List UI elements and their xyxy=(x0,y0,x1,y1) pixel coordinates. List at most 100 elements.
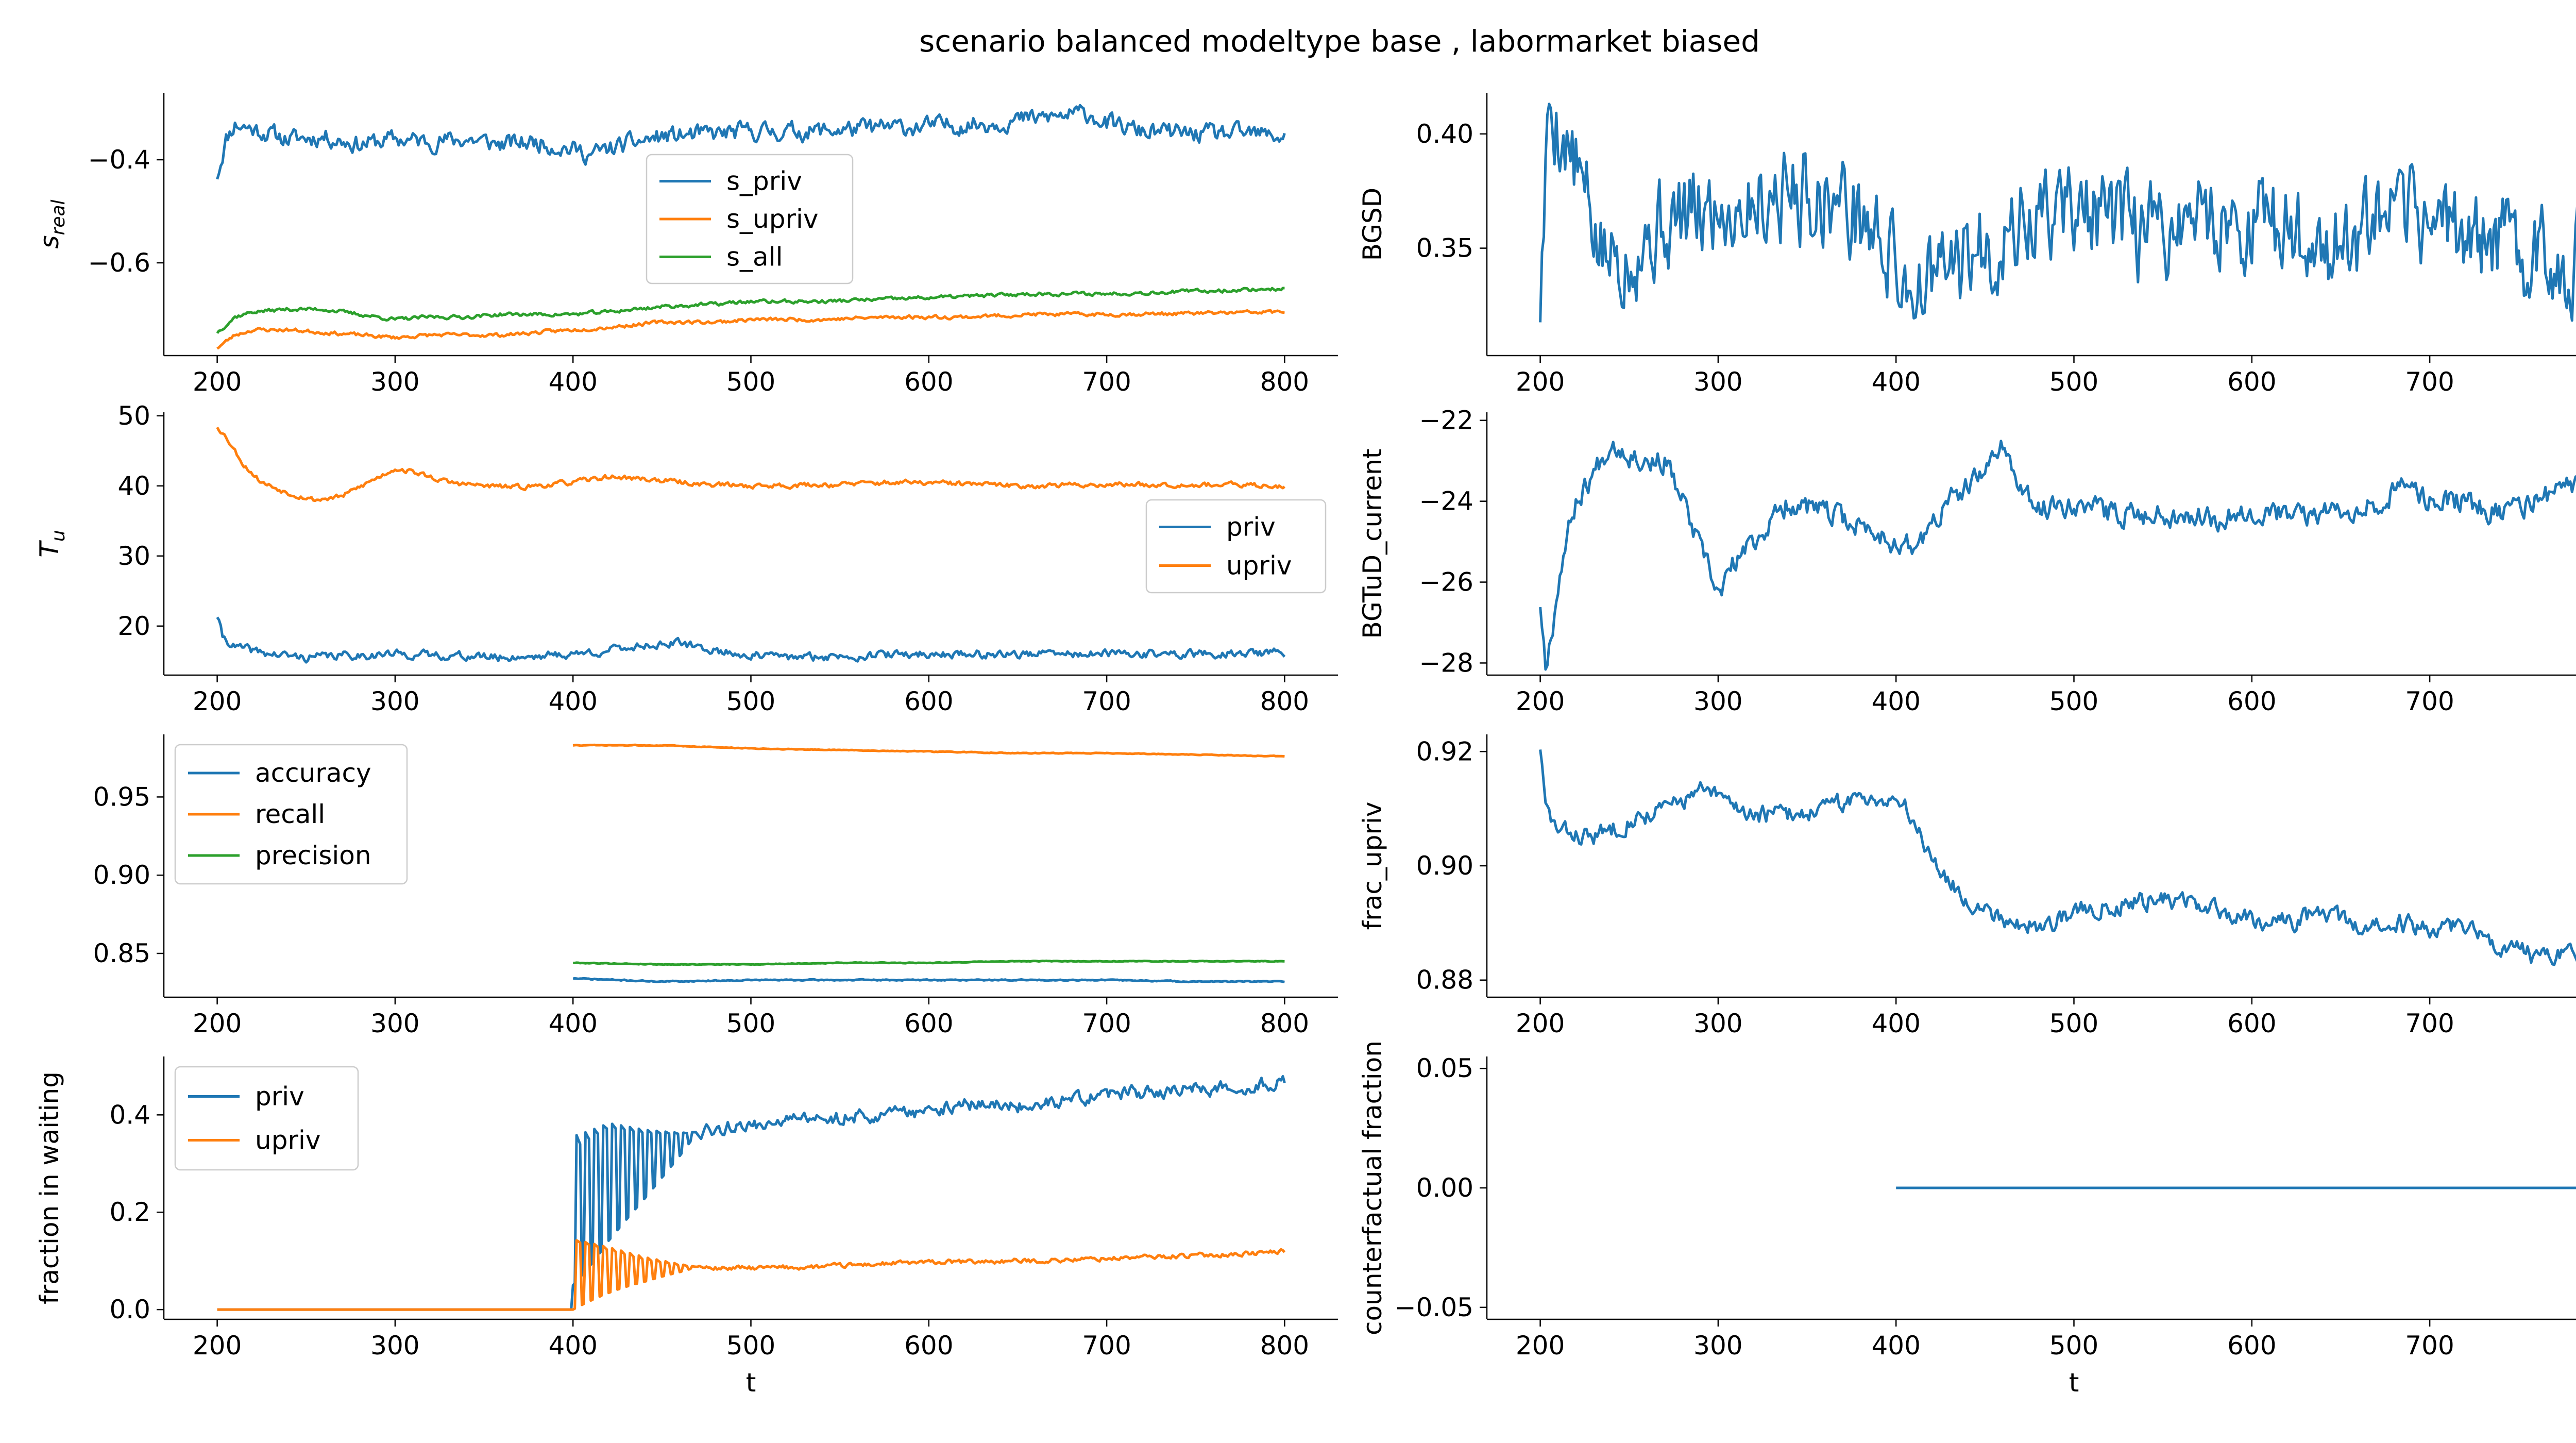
legend-label-upriv: upriv xyxy=(1226,551,1292,581)
series-line-s_all xyxy=(216,287,1285,334)
legend-label-s_all: s_all xyxy=(726,242,783,272)
legend: priv upriv xyxy=(1145,499,1327,594)
subplot-7: 200 300 400 500 600 700 800 0.0 0.2 0.4 fraction i… xyxy=(35,1056,1338,1398)
x-tick-label: 400 xyxy=(1871,367,1920,397)
subplot-1: 200 300 400 500 600 700 800 −0.6 −0.4 sreal s_priv… xyxy=(35,93,1338,397)
series-line-precision xyxy=(573,959,1285,966)
x-tick-label: 500 xyxy=(2049,1331,2098,1361)
series-line-trace-1 xyxy=(1539,440,2576,671)
y-axis-label: sreal xyxy=(35,199,69,248)
legend-label-upriv: upriv xyxy=(255,1126,320,1155)
y-axis-label: BGSD xyxy=(1358,188,1387,261)
legend-label-s_priv: s_priv xyxy=(726,166,802,196)
x-tick-label: 300 xyxy=(370,1331,419,1361)
series-line-upriv xyxy=(216,427,1285,502)
y-tick-label: 0.00 xyxy=(1416,1173,1473,1203)
x-tick-label: 700 xyxy=(1082,367,1131,397)
y-tick-label: 0.35 xyxy=(1416,233,1473,263)
y-tick-label: −0.6 xyxy=(88,248,150,278)
x-tick-label: 200 xyxy=(193,1009,242,1038)
x-tick-label: 200 xyxy=(193,367,242,397)
legend-label-priv: priv xyxy=(1226,512,1276,542)
series-line-accuracy xyxy=(572,977,1285,984)
subplot-6: 2003004005006007008000.880.900.92frac_up… xyxy=(1358,734,2576,1038)
x-tick-label: 700 xyxy=(2405,686,2454,716)
figure-title: scenario balanced modeltype base , labor… xyxy=(919,24,1760,59)
x-tick-label: 600 xyxy=(904,1331,953,1361)
subplot-5: 200 300 400 500 600 700 800 0.85 0.90 0.95 accurac… xyxy=(93,734,1338,1038)
y-tick-label: 0.05 xyxy=(1416,1053,1473,1083)
x-tick-label: 400 xyxy=(1871,686,1920,716)
y-tick-label: 0.92 xyxy=(1416,736,1473,766)
x-tick-label: 800 xyxy=(1260,1009,1309,1038)
y-tick-label: 50 xyxy=(117,401,150,431)
legend-label-priv: priv xyxy=(255,1082,304,1112)
x-tick-label: 300 xyxy=(370,367,419,397)
y-tick-label: 0.90 xyxy=(93,860,150,890)
series-line-recall xyxy=(572,743,1285,758)
x-tick-label: 500 xyxy=(726,367,775,397)
y-tick-label: 0.85 xyxy=(93,938,150,968)
y-tick-label: 0.40 xyxy=(1416,119,1473,149)
x-tick-label: 300 xyxy=(1693,1009,1742,1038)
y-axis-label: fraction in waiting xyxy=(35,1071,64,1304)
y-tick-label: 30 xyxy=(117,541,150,571)
x-tick-label: 600 xyxy=(2227,367,2276,397)
series-line-trace-1 xyxy=(1539,103,2576,323)
y-tick-label: −22 xyxy=(1419,406,1473,435)
legend: priv upriv xyxy=(174,1066,359,1171)
legend-frame xyxy=(646,154,854,284)
series-line-upriv xyxy=(217,1239,1286,1311)
series-line-s_upriv xyxy=(216,309,1285,350)
y-axis-label: counterfactual fraction xyxy=(1358,1041,1387,1335)
x-tick-label: 700 xyxy=(2405,1331,2454,1361)
legend-label-precision: precision xyxy=(255,841,371,870)
x-tick-label: 600 xyxy=(2227,1331,2276,1361)
x-tick-label: 800 xyxy=(1260,367,1309,397)
x-tick-label: 600 xyxy=(904,686,953,716)
y-tick-label: −0.4 xyxy=(88,145,150,175)
y-tick-label: 0.4 xyxy=(109,1100,150,1130)
legend-frame xyxy=(174,1066,359,1171)
x-tick-label: 400 xyxy=(548,1331,597,1361)
y-tick-label: 0.90 xyxy=(1416,851,1473,881)
x-axis-label: t xyxy=(2069,1368,2079,1398)
y-axis-label: frac_upriv xyxy=(1358,802,1387,930)
subplot-8: 200300400500600700800−0.050.000.05counte… xyxy=(1358,1041,2576,1398)
x-tick-label: 300 xyxy=(370,1009,419,1038)
x-tick-label: 500 xyxy=(726,1331,775,1361)
x-tick-label: 400 xyxy=(548,1009,597,1038)
y-tick-label: −26 xyxy=(1419,567,1473,597)
x-tick-label: 600 xyxy=(2227,1009,2276,1038)
x-tick-label: 800 xyxy=(1260,686,1309,716)
legend-frame xyxy=(174,744,408,885)
y-tick-label: 40 xyxy=(117,471,150,501)
y-tick-label: −24 xyxy=(1419,486,1473,516)
x-tick-label: 300 xyxy=(1693,1331,1742,1361)
y-tick-label: 20 xyxy=(117,611,150,641)
x-tick-label: 500 xyxy=(726,686,775,716)
y-axis-label: Tu xyxy=(35,530,69,557)
x-tick-label: 400 xyxy=(548,367,597,397)
x-tick-label: 700 xyxy=(2405,367,2454,397)
x-tick-label: 300 xyxy=(370,686,419,716)
subplot-4: 200300400500600700800−28−26−24−22BGTuD_c… xyxy=(1358,406,2576,716)
x-axis-label: t xyxy=(746,1368,756,1398)
x-tick-label: 300 xyxy=(1693,686,1742,716)
legend-label-s_upriv: s_upriv xyxy=(726,204,819,234)
x-tick-label: 400 xyxy=(548,686,597,716)
y-tick-label: 0.88 xyxy=(1416,965,1473,995)
y-tick-label: −28 xyxy=(1419,648,1473,678)
x-tick-label: 400 xyxy=(1871,1009,1920,1038)
y-tick-label: −0.05 xyxy=(1395,1293,1473,1322)
x-tick-label: 200 xyxy=(1516,367,1565,397)
subplot-grid: 200 300 400 500 600 700 800 −0.6 −0.4 sreal s_priv… xyxy=(35,93,2576,1398)
series-line-priv xyxy=(217,1075,1286,1311)
legend: s_priv s_upriv s_all xyxy=(646,154,854,284)
x-tick-label: 200 xyxy=(1516,1009,1565,1038)
x-tick-label: 300 xyxy=(1693,367,1742,397)
x-tick-label: 700 xyxy=(1082,1331,1131,1361)
y-tick-label: 0.95 xyxy=(93,782,150,812)
x-tick-label: 500 xyxy=(2049,367,2098,397)
